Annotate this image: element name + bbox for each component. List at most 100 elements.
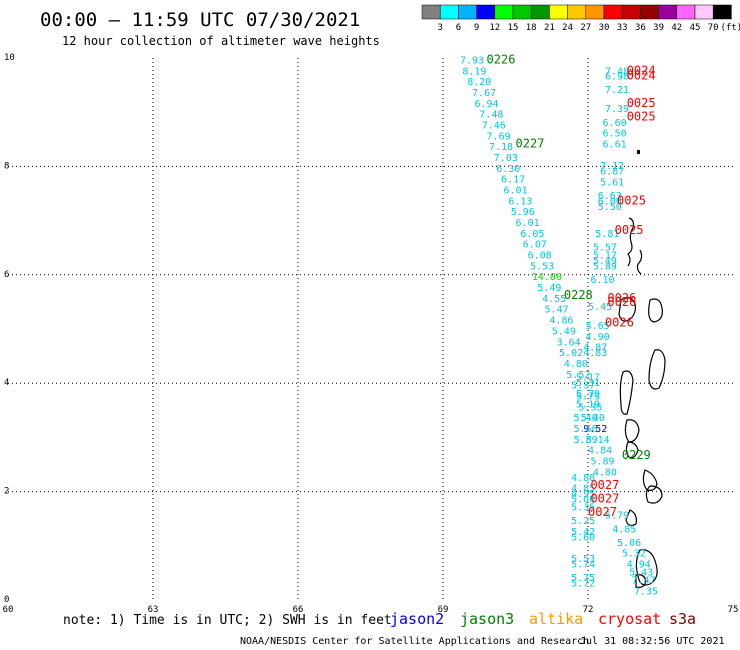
- wave-height-value: 5.60: [571, 532, 595, 543]
- colorbar-swatch: [549, 4, 568, 20]
- wave-height-value: 5.89: [593, 261, 617, 272]
- x-tick-label: 72: [583, 605, 594, 615]
- colorbar-label: 42: [671, 23, 682, 33]
- wave-height-value: 4.86: [549, 316, 573, 327]
- wave-height-value: 5.02: [559, 348, 583, 359]
- wave-height-value: 5.35: [571, 503, 595, 514]
- wave-height-value: 6.87: [600, 167, 624, 178]
- satellite-label-altika: altika: [529, 610, 583, 628]
- colorbar-label: 12: [489, 23, 500, 33]
- wave-height-value: 4.94: [627, 559, 651, 570]
- colorbar-swatch: [658, 4, 678, 20]
- time-label: 0024: [627, 69, 656, 83]
- x-tick-label: 66: [293, 605, 304, 615]
- wave-height-value: 7.46: [482, 120, 506, 131]
- wave-height-value: 5.79: [605, 511, 629, 522]
- wave-height-value: 7.67: [472, 88, 496, 99]
- wave-height-value: 5.17: [593, 251, 617, 262]
- wave-height-value: 6.63: [598, 191, 622, 202]
- wave-height-value: 14.00: [532, 272, 562, 283]
- wave-height-value: 4.83: [583, 348, 607, 359]
- colorbar-label: 70: [708, 23, 719, 33]
- wave-height-value: 4.90: [586, 332, 610, 343]
- wave-height-value: 7.48: [479, 110, 503, 121]
- wave-height-value: 5.47: [545, 305, 569, 316]
- x-tick-label: 63: [148, 605, 159, 615]
- wave-height-value: 6.01: [516, 218, 540, 229]
- wave-height-value: 5.42: [571, 527, 595, 538]
- y-tick-label: 6: [4, 270, 9, 280]
- time-label: 0025: [617, 193, 646, 207]
- wave-height-value: 5.49: [593, 256, 617, 267]
- time-label: 0227: [516, 136, 545, 150]
- wave-height-value: 4.85: [571, 484, 595, 495]
- time-label: 0228: [564, 288, 593, 302]
- wave-height-value: 6.50: [603, 129, 627, 140]
- plot-area: 7.938.198.207.676.947.487.467.697.187.03…: [3, 52, 739, 615]
- wave-height-value: 7.93: [460, 55, 484, 66]
- wave-height-value: 5.79: [576, 389, 600, 400]
- colorbar-swatch: [512, 4, 532, 20]
- wave-height-value: 5.32: [622, 549, 646, 560]
- wave-height-value: 5.72: [571, 578, 595, 589]
- land-outline: [619, 370, 634, 415]
- land-islet: [637, 150, 640, 154]
- y-tick-label: 2: [4, 487, 9, 497]
- land-outline: [645, 485, 663, 504]
- colorbar-swatch: [621, 4, 641, 20]
- colorbar-label: 9: [474, 23, 479, 33]
- wave-height-value: 6.13: [508, 196, 532, 207]
- wave-height-value: 6.94: [474, 99, 498, 110]
- wave-height-value: 5.79: [576, 391, 600, 402]
- wave-height-value: 4.87: [583, 343, 607, 354]
- wave-height-value: 6.60: [603, 118, 627, 129]
- wave-height-value: 5.89: [590, 457, 614, 468]
- land-outline: [635, 549, 658, 586]
- colorbar-swatch: [640, 4, 659, 20]
- wave-height-value: 7.35: [634, 587, 658, 598]
- colorbar-swatch: [585, 4, 605, 20]
- wave-height-values: 7.938.198.207.676.947.487.467.697.187.03…: [460, 55, 658, 597]
- wave-height-value: 5.40: [581, 413, 605, 424]
- wave-height-value: 4.55: [542, 294, 566, 305]
- wave-height-value: 5.14: [586, 435, 610, 446]
- colorbar-label: 21: [544, 23, 555, 33]
- wave-height-value: 4.85: [612, 524, 636, 535]
- y-tick-label: 8: [4, 161, 9, 171]
- wave-height-value: 5.65: [586, 321, 610, 332]
- wave-height-value: 5.53: [530, 261, 554, 272]
- time-label: 0026: [607, 295, 636, 309]
- wave-height-value: 8.19: [462, 66, 486, 77]
- wave-height-value: 5.61: [600, 177, 624, 188]
- wave-height-value: 5.50: [598, 202, 622, 213]
- time-label: 0229: [622, 448, 651, 462]
- land-outline: [624, 419, 640, 443]
- colorbar-swatch: [421, 4, 441, 20]
- time-label: 0226: [487, 52, 516, 66]
- wave-height-value: 5.66: [574, 424, 598, 435]
- wave-height-value: 5.74: [571, 559, 595, 570]
- colorbar-label: 30: [599, 23, 610, 33]
- colorbar-label: 45: [690, 23, 701, 33]
- wave-height-value: 7.12: [600, 161, 624, 172]
- time-label: 0027: [588, 505, 617, 519]
- wave-height-value: 5.53: [571, 554, 595, 565]
- wave-height-value: 5.49: [537, 283, 561, 294]
- wave-height-value: 5.81: [595, 229, 619, 240]
- y-tick-label: 10: [4, 53, 15, 63]
- time-label: 0026: [607, 291, 636, 305]
- footer-timestamp: Jul 31 08:32:56 UTC 2021: [580, 636, 725, 647]
- wave-height-value: 5.57: [593, 242, 617, 253]
- time-labels: 0226022702280229002400240025002500250025…: [487, 52, 656, 519]
- land-outline: [648, 298, 663, 323]
- wave-height-value: 5.06: [571, 494, 595, 505]
- wave-height-value: 5.45: [588, 302, 612, 313]
- satellite-label-jason2: jason2: [390, 610, 444, 628]
- wave-height-value: 6.61: [603, 139, 627, 150]
- colorbar-label: 33: [617, 23, 628, 33]
- wave-height-value: 5.75: [571, 573, 595, 584]
- wave-height-value: 5.40: [574, 413, 598, 424]
- wave-height-value: 6.98: [605, 72, 629, 83]
